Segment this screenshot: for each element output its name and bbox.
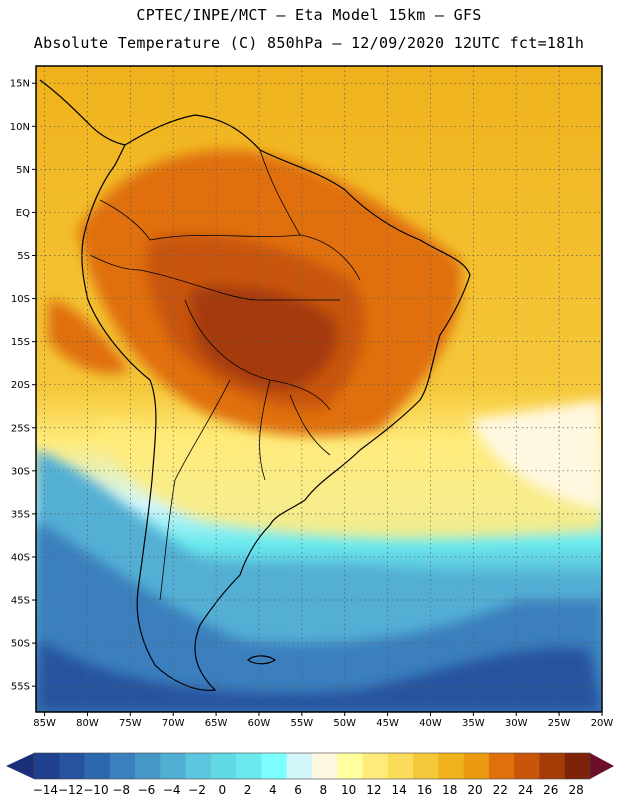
lon-label: 75W bbox=[119, 718, 142, 729]
field-band-mild bbox=[100, 420, 602, 539]
field-band-pale bbox=[470, 400, 602, 510]
map-frame bbox=[35, 65, 603, 713]
colorbar-label: −14 bbox=[33, 783, 58, 797]
lat-label: 15S bbox=[11, 337, 30, 348]
colorbar-under-arrow bbox=[6, 753, 34, 779]
lon-label: 25W bbox=[548, 718, 571, 729]
lat-label: 5N bbox=[16, 165, 30, 176]
colorbar-label: −4 bbox=[163, 783, 181, 797]
map-subtitle: Absolute Temperature (C) 850hPa – 12/09/… bbox=[33, 34, 585, 52]
lat-label: 5S bbox=[17, 251, 30, 262]
colorbar-swatch bbox=[160, 753, 186, 779]
colorbar-swatch bbox=[210, 753, 237, 779]
colorbar-label: 8 bbox=[320, 783, 328, 797]
lat-label: 10S bbox=[11, 294, 30, 305]
lat-label: 55S bbox=[11, 682, 30, 693]
colorbar-swatch bbox=[135, 753, 161, 779]
lat-label: 45S bbox=[11, 596, 30, 607]
colorbar-swatch bbox=[438, 753, 464, 779]
lon-label: 80W bbox=[76, 718, 99, 729]
colorbar-swatch bbox=[387, 753, 414, 779]
lon-label: 20W bbox=[591, 718, 614, 729]
colorbar-swatch bbox=[109, 753, 136, 779]
colorbar-label: −10 bbox=[83, 783, 108, 797]
colorbar-over-arrow bbox=[590, 753, 614, 779]
colorbar-swatch bbox=[84, 753, 111, 779]
falklands-outline bbox=[247, 655, 277, 665]
colorbar-label: −2 bbox=[188, 783, 206, 797]
colorbar-label: 10 bbox=[341, 783, 356, 797]
colorbar-swatch bbox=[413, 753, 439, 779]
colorbar-swatch bbox=[514, 753, 540, 779]
colorbar-label: −12 bbox=[58, 783, 83, 797]
colorbar-label: 20 bbox=[467, 783, 482, 797]
field-band-colder bbox=[36, 520, 602, 712]
field-hottest-core bbox=[190, 286, 338, 390]
colorbar-swatch bbox=[488, 753, 515, 779]
lon-label: 30W bbox=[505, 718, 528, 729]
lon-label: 35W bbox=[462, 718, 485, 729]
lat-label: 30S bbox=[11, 466, 30, 477]
coastlines bbox=[39, 79, 471, 692]
colorbar-swatch bbox=[337, 753, 363, 779]
colorbar-swatch bbox=[34, 753, 60, 779]
colorbar-label: 2 bbox=[244, 783, 252, 797]
colorbar-label: 16 bbox=[417, 783, 432, 797]
lat-label: 35S bbox=[11, 509, 30, 520]
central-america-coastline bbox=[39, 79, 126, 146]
colorbar-label: 28 bbox=[568, 783, 583, 797]
lat-label: 20S bbox=[11, 380, 30, 391]
map-title: CPTEC/INPE/MCT – Eta Model 15km – GFS bbox=[136, 6, 482, 24]
lon-label: 50W bbox=[333, 718, 356, 729]
field-band-coldest bbox=[36, 640, 602, 712]
lon-label: 85W bbox=[33, 718, 56, 729]
colorbar-label: 22 bbox=[493, 783, 508, 797]
colorbar-swatch bbox=[539, 753, 566, 779]
colorbar-label: 6 bbox=[294, 783, 302, 797]
latitude-axis: 15N 10N 5N EQ 5S 10S 15S 20S 25S 30S 35S 40S 45S 50S 5… bbox=[10, 79, 36, 693]
lon-label: 60W bbox=[248, 718, 271, 729]
colorbar-swatch bbox=[286, 753, 313, 779]
lon-label: 55W bbox=[291, 718, 314, 729]
lat-label: 10N bbox=[10, 122, 30, 133]
colorbar-swatch bbox=[185, 753, 212, 779]
temperature-field bbox=[36, 66, 602, 712]
field-coastal-warm bbox=[48, 300, 130, 374]
colorbar-frame bbox=[33, 752, 591, 780]
colorbar-label: 18 bbox=[442, 783, 457, 797]
lat-label: EQ bbox=[16, 208, 30, 219]
lon-label: 70W bbox=[162, 718, 185, 729]
colorbar-label: 24 bbox=[518, 783, 533, 797]
lon-label: 40W bbox=[419, 718, 442, 729]
colorbar-label: −8 bbox=[112, 783, 130, 797]
colorbar-swatch bbox=[59, 753, 85, 779]
colorbar-swatch bbox=[564, 753, 591, 779]
colorbar: −14 −12 −10 −8 −6 −4 −2 0 2 4 6 8 10 12 14 16 18 20 22 24 26… bbox=[6, 752, 614, 797]
colorbar-swatch bbox=[261, 753, 288, 779]
colorbar-swatch bbox=[312, 753, 338, 779]
colorbar-swatch bbox=[463, 753, 490, 779]
colorbar-label: 26 bbox=[543, 783, 558, 797]
colorbar-label: −6 bbox=[138, 783, 156, 797]
lon-label: 65W bbox=[205, 718, 228, 729]
colorbar-swatch bbox=[236, 753, 262, 779]
lat-label: 25S bbox=[11, 423, 30, 434]
colorbar-label: 4 bbox=[269, 783, 277, 797]
south-america-coastline bbox=[81, 114, 471, 692]
lon-label: 45W bbox=[376, 718, 399, 729]
colorbar-label: 12 bbox=[366, 783, 381, 797]
country-borders bbox=[89, 149, 361, 601]
longitude-axis: 85W 80W 75W 70W 65W 60W 55W 50W 45W 40W 35W 30W 25W 2… bbox=[33, 712, 613, 729]
colorbar-swatch bbox=[362, 753, 389, 779]
lat-label: 50S bbox=[11, 639, 30, 650]
lat-label: 15N bbox=[10, 79, 30, 90]
lat-label: 40S bbox=[11, 552, 30, 563]
colorbar-label: 0 bbox=[218, 783, 226, 797]
colorbar-label: 14 bbox=[392, 783, 407, 797]
